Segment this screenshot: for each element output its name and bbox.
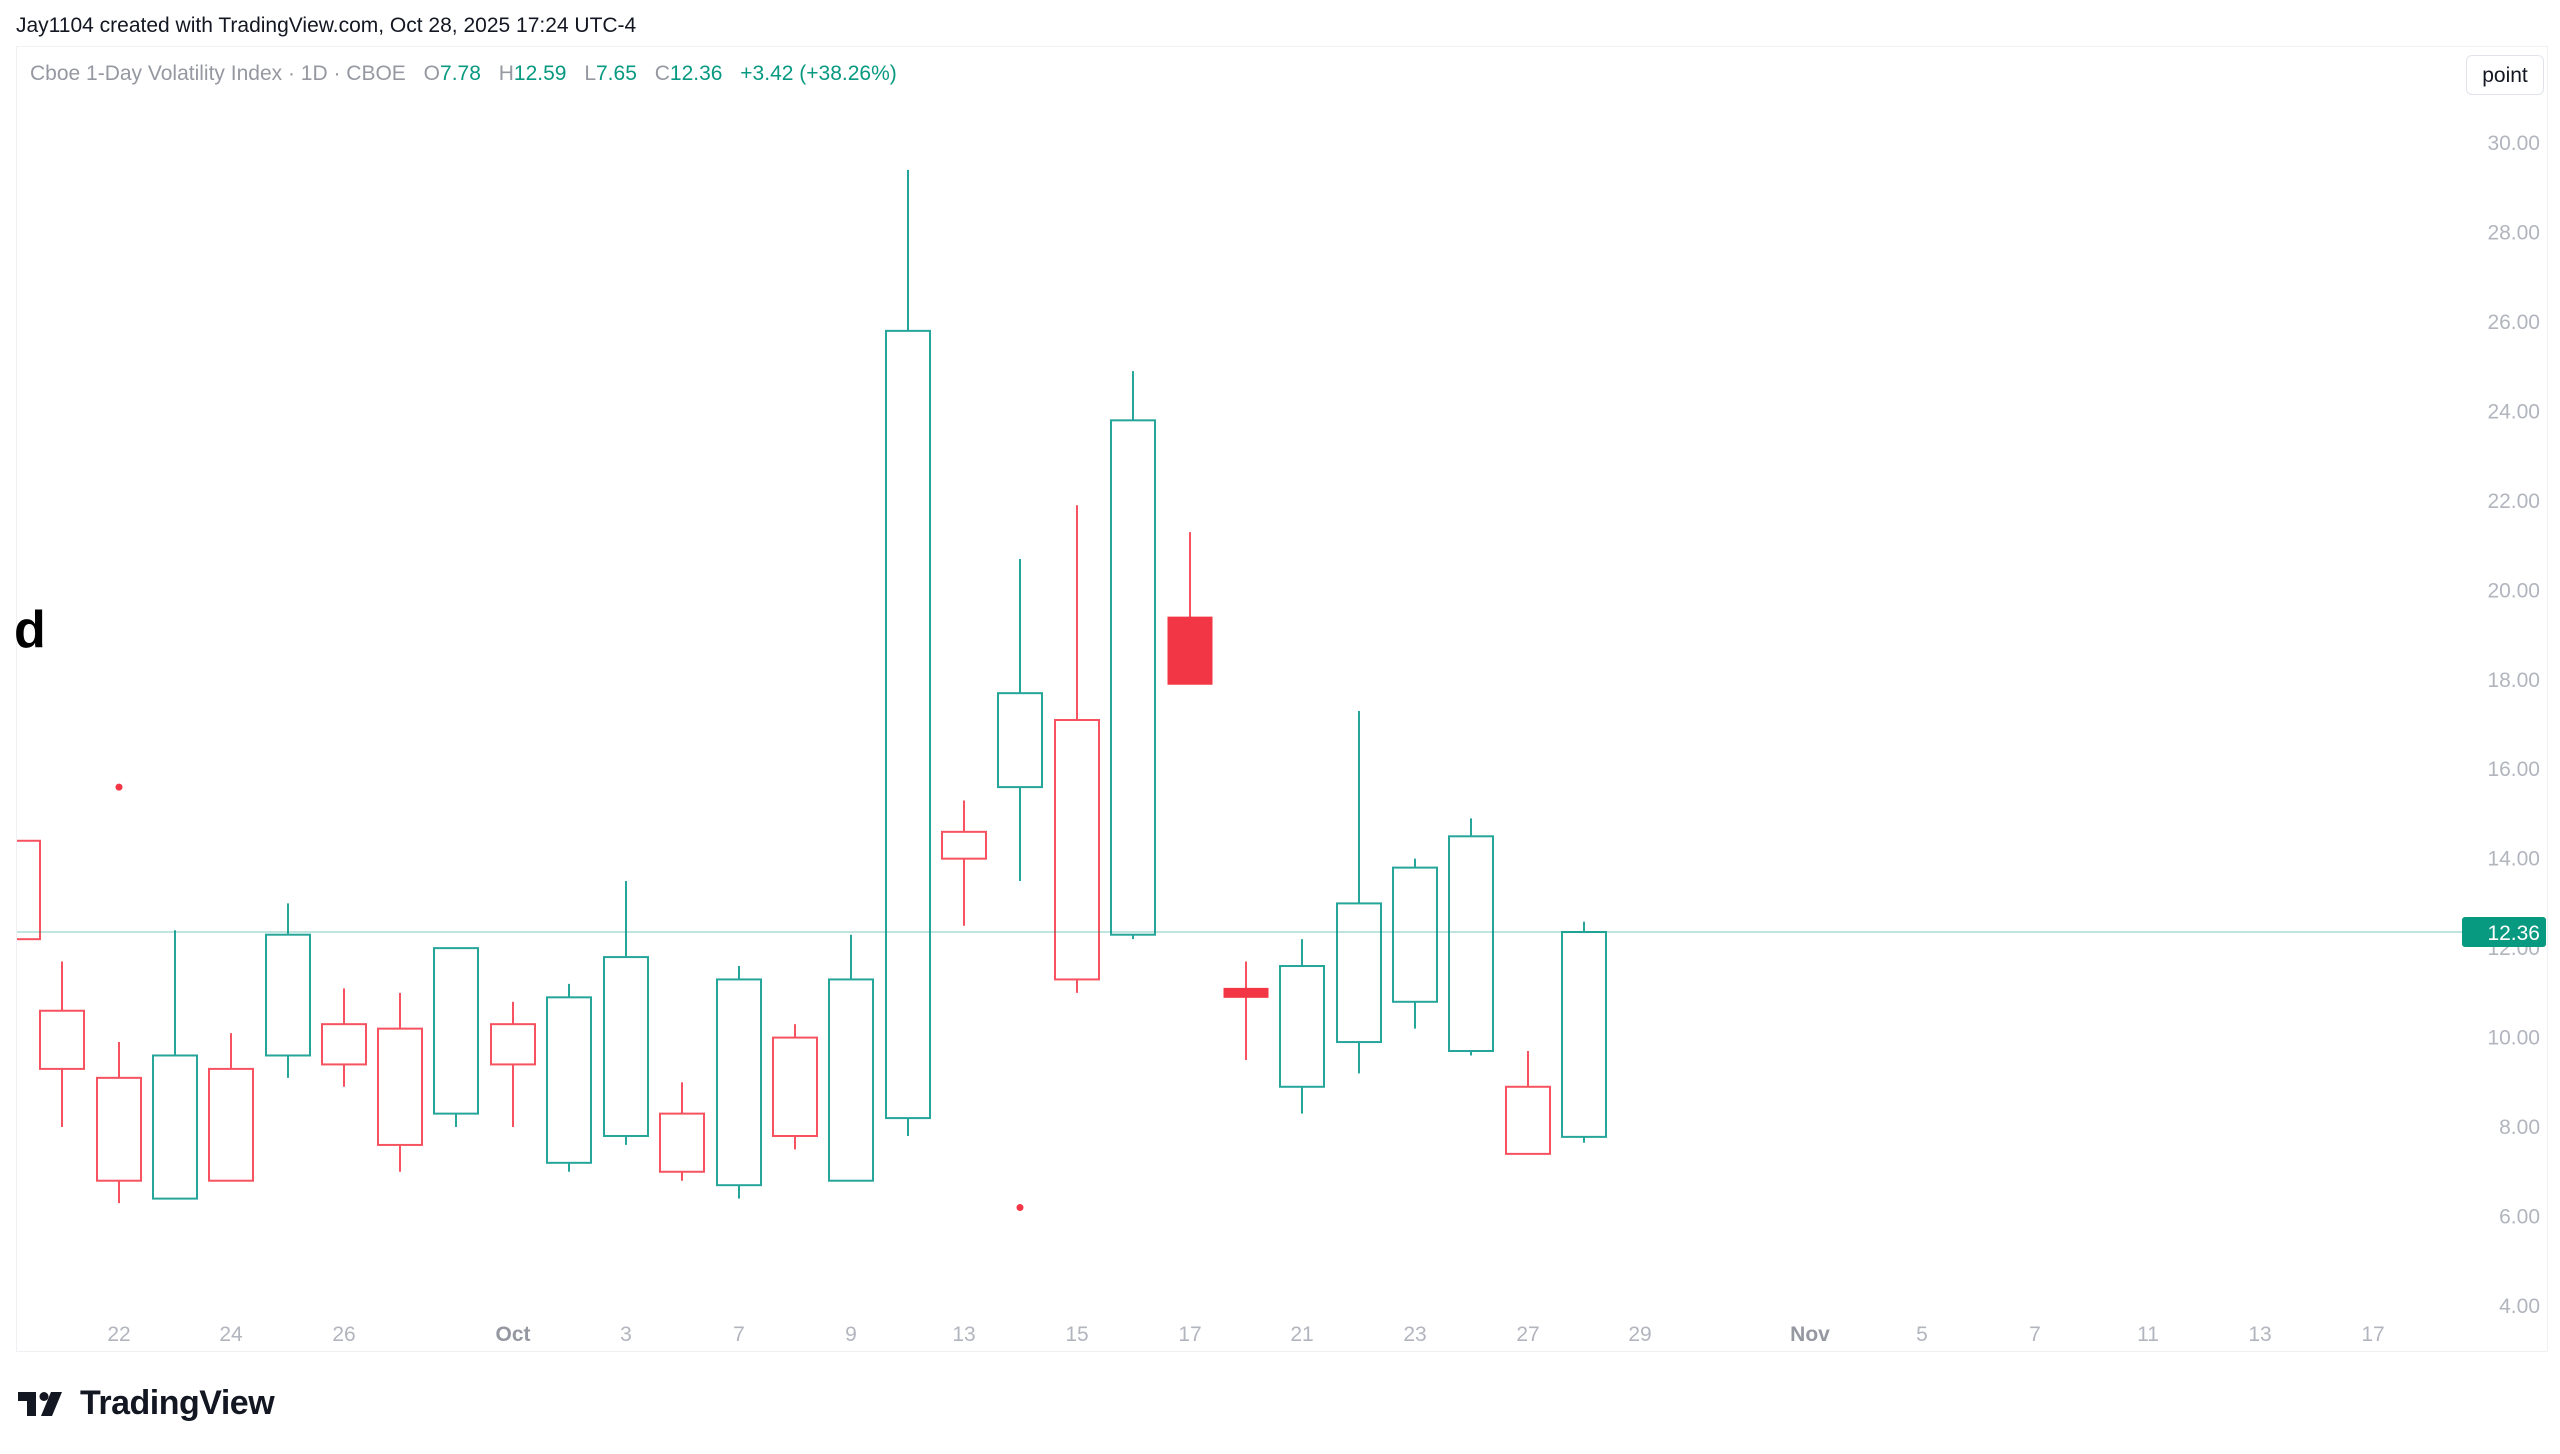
candle-body (1448, 835, 1494, 1053)
x-tick-label: Oct (495, 1323, 530, 1346)
y-tick-label: 26.00 (2487, 311, 2540, 334)
candle-body (208, 1067, 254, 1182)
x-tick-label: 15 (1065, 1323, 1088, 1346)
low-label: L (584, 62, 596, 85)
y-tick-label: 22.00 (2487, 490, 2540, 513)
candle-body (659, 1112, 705, 1173)
x-tick-label: 3 (620, 1323, 632, 1346)
y-tick-label: 20.00 (2487, 579, 2540, 602)
x-tick-label: 7 (733, 1323, 745, 1346)
candle-body (885, 329, 931, 1120)
change-value: +3.42 (+38.26%) (740, 62, 897, 85)
point-button[interactable]: point (2466, 55, 2544, 95)
x-tick-label: 7 (2029, 1323, 2041, 1346)
y-tick-label: 10.00 (2487, 1027, 2540, 1050)
open-value: 7.78 (440, 62, 481, 85)
last-price-badge (2462, 917, 2546, 948)
overlay-text-fragment: d (14, 601, 46, 659)
tradingview-wordmark: TradingView (80, 1384, 275, 1422)
x-tick-label: 17 (2361, 1323, 2384, 1346)
candle-body (1223, 987, 1269, 998)
candle-body (1561, 931, 1607, 1138)
close-label: C (654, 62, 670, 85)
y-tick-label: 24.00 (2487, 400, 2540, 423)
candle-body (1110, 419, 1156, 936)
candle-body (1167, 616, 1213, 685)
y-tick-label: 28.00 (2487, 221, 2540, 244)
y-tick-label: 18.00 (2487, 669, 2540, 692)
low-value: 7.65 (596, 62, 637, 85)
x-tick-label: 5 (1916, 1323, 1928, 1346)
y-tick-label: 4.00 (2499, 1295, 2540, 1318)
candle-body (39, 1009, 85, 1070)
candle-body (265, 933, 311, 1057)
y-tick-label: 30.00 (2487, 132, 2540, 155)
chart-frame (16, 46, 2548, 1352)
symbol-legend: Cboe 1-Day Volatility Index · 1D · CBOE … (30, 62, 897, 86)
candle-body (1279, 965, 1325, 1088)
x-tick-label: Nov (1790, 1323, 1830, 1346)
candle-body (772, 1036, 818, 1137)
candle-body (152, 1054, 198, 1200)
x-tick-label: 26 (332, 1323, 355, 1346)
x-tick-label: 13 (952, 1323, 975, 1346)
candle-body (997, 692, 1043, 789)
candle-body (1392, 866, 1438, 1003)
y-tick-label: 14.00 (2487, 848, 2540, 871)
candle-body (17, 839, 41, 941)
x-tick-label: 27 (1516, 1323, 1539, 1346)
candle-body (1054, 719, 1100, 981)
high-value: 12.59 (513, 62, 567, 85)
x-tick-label: 24 (219, 1323, 243, 1346)
candle-body (321, 1023, 367, 1066)
x-tick-label: 13 (2248, 1323, 2271, 1346)
candle-body (603, 956, 649, 1137)
candle-body (546, 996, 592, 1164)
y-tick-label: 6.00 (2499, 1206, 2540, 1229)
x-tick-label: 11 (2137, 1323, 2159, 1346)
symbol-description: Cboe 1-Day Volatility Index · 1D · CBOE (30, 62, 406, 85)
candle-body (941, 830, 987, 860)
candle-body (1505, 1085, 1551, 1155)
candle-body (828, 978, 874, 1182)
x-tick-label: 23 (1403, 1323, 1426, 1346)
candle-body (1336, 902, 1382, 1044)
candle-body (96, 1076, 142, 1182)
x-tick-label: 29 (1628, 1323, 1651, 1346)
high-label: H (498, 62, 514, 85)
x-tick-label: 17 (1178, 1323, 1201, 1346)
marker-dot (115, 783, 123, 791)
candle-body (716, 978, 762, 1187)
last-price-label: 12.36 (2487, 922, 2540, 945)
close-value: 12.36 (669, 62, 723, 85)
candles-group (17, 169, 1607, 1204)
x-tick-label: 9 (845, 1323, 857, 1346)
candle-body (433, 947, 479, 1115)
candle-body (490, 1023, 536, 1066)
y-tick-label: 8.00 (2499, 1116, 2540, 1139)
x-tick-label: 22 (107, 1323, 130, 1346)
chart-attribution: Jay1104 created with TradingView.com, Oc… (16, 14, 637, 37)
y-tick-label: 16.00 (2487, 758, 2540, 781)
tradingview-logo-icon (18, 1391, 62, 1416)
tradingview-logo[interactable]: TradingView (18, 1384, 275, 1423)
candle-body (377, 1027, 423, 1146)
x-tick-label: 21 (1290, 1323, 1313, 1346)
open-label: O (423, 62, 441, 85)
marker-dot (1016, 1204, 1024, 1212)
